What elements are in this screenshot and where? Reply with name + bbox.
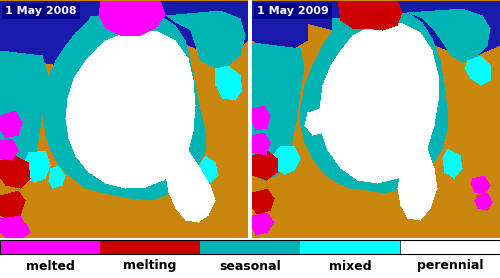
Text: seasonal: seasonal [219,259,281,272]
Bar [200,240,300,254]
Text: perennial: perennial [417,259,483,272]
Bar [400,240,500,254]
Text: melting: melting [124,259,176,272]
Text: mixed: mixed [328,259,372,272]
Bar [300,240,400,254]
Text: 1 May 2008: 1 May 2008 [5,6,76,16]
Text: 1 May 2009: 1 May 2009 [257,6,329,16]
FancyBboxPatch shape [254,3,332,19]
Bar [0,240,100,254]
Text: melted: melted [26,259,74,272]
FancyBboxPatch shape [2,3,80,19]
Bar [0,240,500,254]
Bar [100,240,200,254]
